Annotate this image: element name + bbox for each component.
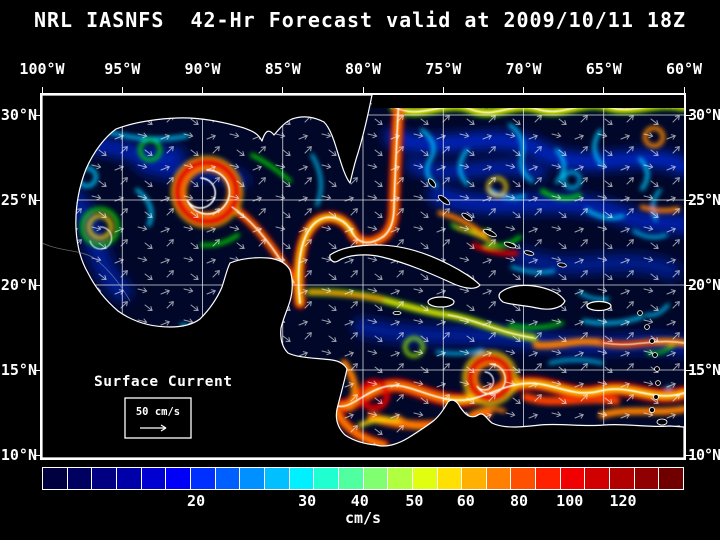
colorbar-segment bbox=[116, 468, 141, 489]
colorbar-segment bbox=[166, 468, 190, 489]
colorbar-segment bbox=[560, 468, 585, 489]
lon-label: 90°W bbox=[184, 60, 221, 78]
lon-label: 95°W bbox=[104, 60, 141, 78]
lat-tick-left bbox=[34, 370, 40, 371]
lat-label-right: 25°N bbox=[688, 191, 720, 209]
colorbar-tick-label: 120 bbox=[609, 492, 637, 510]
colorbar-tick-label: 80 bbox=[509, 492, 529, 510]
colorbar-segment bbox=[190, 468, 215, 489]
lon-label: 70°W bbox=[505, 60, 542, 78]
colorbar-segment bbox=[240, 468, 264, 489]
colorbar-tick-label: 60 bbox=[456, 492, 475, 510]
lat-label-left: 10°N bbox=[0, 446, 37, 464]
surface-current-map: Surface Current 50 cm/s bbox=[42, 95, 684, 458]
colorbar-segment bbox=[659, 468, 684, 489]
lat-tick-right bbox=[686, 455, 692, 456]
inland-border-line bbox=[42, 242, 131, 302]
lon-tick bbox=[683, 87, 685, 93]
model-domain-north-edge bbox=[372, 95, 684, 108]
lat-label-left: 15°N bbox=[0, 361, 37, 379]
scale-box bbox=[124, 397, 192, 439]
colorbar-tick-label: 40 bbox=[350, 492, 369, 510]
lon-tick bbox=[282, 87, 284, 93]
scale-arrow-icon bbox=[140, 424, 167, 432]
colorbar-segment bbox=[215, 468, 240, 489]
colorbar-segment bbox=[67, 468, 92, 489]
figure-title: NRL IASNFS 42-Hr Forecast valid at 2009/… bbox=[33, 8, 687, 32]
colorbar-segment bbox=[437, 468, 462, 489]
colorbar-segment bbox=[363, 468, 388, 489]
colorbar-segment bbox=[462, 468, 486, 489]
map-legend-title: Surface Current bbox=[94, 374, 232, 390]
lon-label: 85°W bbox=[264, 60, 301, 78]
lat-label-right: 30°N bbox=[688, 106, 720, 124]
colorbar-units: cm/s bbox=[344, 509, 382, 527]
colorbar-segment bbox=[338, 468, 363, 489]
lat-tick-right bbox=[686, 370, 692, 371]
lat-label-right: 20°N bbox=[688, 276, 720, 294]
colorbar-segment bbox=[585, 468, 610, 489]
lon-label: 80°W bbox=[344, 60, 382, 78]
colorbar-segment bbox=[511, 468, 536, 489]
lat-tick-left bbox=[34, 285, 40, 286]
lat-label-right: 10°N bbox=[688, 446, 720, 464]
lon-tick bbox=[202, 87, 203, 93]
colorbar-segment bbox=[610, 468, 634, 489]
land-masses bbox=[42, 95, 684, 458]
colorbar bbox=[42, 467, 684, 490]
colorbar-tick-label: 30 bbox=[298, 492, 317, 510]
colorbar-segment bbox=[43, 468, 67, 489]
colorbar-segment bbox=[92, 468, 116, 489]
colorbar-segment bbox=[486, 468, 511, 489]
jamaica bbox=[427, 296, 455, 308]
lon-tick bbox=[362, 87, 364, 93]
colorbar-tick-label: 20 bbox=[187, 492, 206, 510]
lat-label-left: 20°N bbox=[0, 276, 37, 294]
hispaniola bbox=[498, 284, 566, 310]
lon-label: 100°W bbox=[19, 60, 65, 78]
lon-tick bbox=[121, 87, 123, 93]
colorbar-segment bbox=[289, 468, 314, 489]
colorbar-segment bbox=[388, 468, 412, 489]
lon-tick bbox=[442, 87, 444, 93]
cuba bbox=[329, 244, 481, 289]
colorbar-tick-label: 50 bbox=[405, 492, 424, 510]
colorbar-tick-labels: 20 30 40 50 60 80 100 120 bbox=[42, 492, 684, 510]
mainland-north-central-america bbox=[42, 95, 684, 458]
lat-label-left: 25°N bbox=[0, 191, 37, 209]
lon-tick bbox=[523, 87, 524, 93]
colorbar-segment bbox=[536, 468, 560, 489]
lon-label: 75°W bbox=[425, 60, 462, 78]
lat-label-left: 30°N bbox=[0, 106, 37, 124]
lat-tick-right bbox=[686, 200, 692, 201]
scale-arrow-label: 50 cm/s bbox=[136, 406, 180, 418]
lat-tick-left bbox=[34, 115, 40, 116]
colorbar-segment bbox=[264, 468, 289, 489]
lat-tick-left bbox=[34, 455, 40, 456]
lon-label: 65°W bbox=[585, 60, 622, 78]
lat-tick-right bbox=[686, 115, 692, 116]
lat-label-right: 15°N bbox=[688, 361, 720, 379]
colorbar-tick-label: 100 bbox=[556, 492, 584, 510]
small-islands bbox=[392, 178, 668, 426]
map-frame: Surface Current 50 cm/s bbox=[40, 93, 686, 460]
colorbar-segment bbox=[141, 468, 166, 489]
colorbar-segment bbox=[634, 468, 659, 489]
lat-tick-left bbox=[34, 200, 40, 201]
lat-tick-right bbox=[686, 285, 692, 286]
puerto-rico bbox=[586, 300, 612, 312]
lon-tick bbox=[603, 87, 605, 93]
colorbar-segment bbox=[314, 468, 338, 489]
lon-tick bbox=[41, 87, 43, 93]
colorbar-segment bbox=[412, 468, 437, 489]
lon-label: 60°W bbox=[665, 60, 703, 78]
map-legend: Surface Current 50 cm/s bbox=[94, 374, 232, 439]
